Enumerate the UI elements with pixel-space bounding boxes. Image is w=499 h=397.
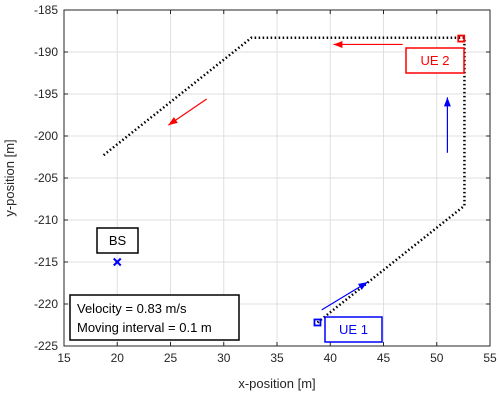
x-tick-label: 25 bbox=[164, 351, 178, 365]
y-tick-label: -210 bbox=[34, 213, 58, 227]
y-tick-label: -190 bbox=[34, 45, 58, 59]
x-axis-label: x-position [m] bbox=[238, 376, 315, 391]
ue1-label: UE 1 bbox=[339, 322, 368, 337]
direction-arrow-head bbox=[358, 282, 368, 290]
direction-arrow-head bbox=[333, 40, 343, 48]
info-box: Velocity = 0.83 m/s Moving interval = 0.… bbox=[69, 294, 240, 341]
ue2-label-box bbox=[405, 47, 465, 74]
y-tick-label: -185 bbox=[34, 3, 58, 17]
x-tick-label: 30 bbox=[217, 351, 231, 365]
y-axis-label: y-position [m] bbox=[2, 139, 17, 216]
x-tick-label: 15 bbox=[57, 351, 71, 365]
direction-arrow-head bbox=[168, 117, 178, 126]
axis-ticks: 15 20 25 30 35 40 45 50 55 -225 -220 -215 -210 -205 -2… bbox=[34, 3, 497, 365]
ue2-label: UE 2 bbox=[421, 53, 450, 68]
ue2-marker bbox=[457, 34, 466, 43]
x-tick-label: 50 bbox=[430, 351, 444, 365]
bs-label-box bbox=[96, 227, 139, 254]
y-tick-label: -195 bbox=[34, 87, 58, 101]
ue1-marker bbox=[313, 318, 322, 327]
ue2-annotation: UE 2 bbox=[405, 47, 465, 74]
y-tick-label: -215 bbox=[34, 255, 58, 269]
data-layer bbox=[101, 34, 466, 327]
x-tick-label: 45 bbox=[377, 351, 391, 365]
trajectory-line bbox=[101, 36, 466, 324]
bs-annotation: BS bbox=[96, 227, 139, 254]
bs-marker-stroke bbox=[113, 257, 122, 267]
y-tick-label: -220 bbox=[34, 297, 58, 311]
x-tick-label: 55 bbox=[483, 351, 497, 365]
x-tick-label: 20 bbox=[111, 351, 125, 365]
y-tick-label: -225 bbox=[34, 339, 58, 353]
moving-interval-text: Moving interval = 0.1 m bbox=[77, 320, 212, 335]
velocity-text: Velocity = 0.83 m/s bbox=[77, 301, 187, 316]
x-tick-label: 40 bbox=[324, 351, 338, 365]
bs-marker bbox=[113, 257, 122, 267]
x-tick-label: 35 bbox=[270, 351, 284, 365]
info-box-frame bbox=[69, 294, 240, 341]
ue1-label-box bbox=[324, 316, 383, 343]
bs-label: BS bbox=[109, 233, 127, 248]
y-tick-label: -205 bbox=[34, 171, 58, 185]
y-tick-label: -200 bbox=[34, 129, 58, 143]
direction-arrow-head bbox=[443, 97, 451, 107]
ue1-annotation: UE 1 bbox=[324, 316, 383, 343]
